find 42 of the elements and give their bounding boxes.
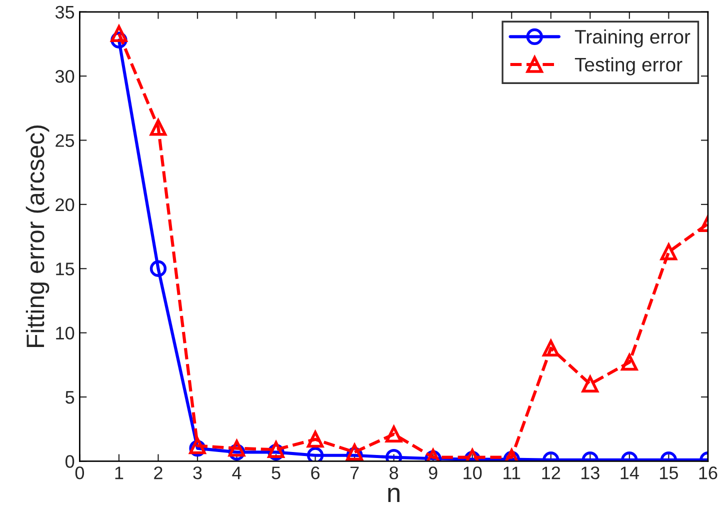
x-tick-label: 12 (542, 466, 560, 480)
x-tick-label: 13 (581, 466, 600, 480)
x-tick-label: 14 (620, 466, 639, 480)
x-tick-label: 3 (193, 466, 202, 480)
x-tick-label: 10 (464, 466, 482, 480)
point (306, 431, 324, 448)
x-tick-label: 15 (660, 466, 678, 480)
x-tick-label: 1 (115, 466, 124, 480)
point (346, 444, 363, 461)
x-axis-title: n (388, 488, 400, 502)
point (660, 244, 678, 260)
point (150, 119, 167, 136)
point (582, 376, 598, 392)
x-tick-label: 4 (232, 466, 242, 480)
y-tick-label: 35 (55, 6, 74, 19)
point (306, 447, 324, 462)
y-tick-label: 20 (56, 198, 74, 212)
x-tick-label: 6 (311, 466, 320, 480)
x-tick-label: 9 (428, 466, 438, 480)
y-axis-title: Fitting error (arcsec) (26, 126, 50, 347)
x-tick-label: 7 (350, 466, 359, 480)
legend-label: Training error (574, 29, 690, 48)
y-tick-label: 10 (56, 326, 74, 340)
point (542, 340, 560, 357)
y-tick-label: 30 (55, 70, 74, 83)
x-tick-label: 11 (504, 466, 520, 480)
point (621, 354, 638, 371)
x-tick-label: 0 (75, 466, 84, 480)
x-tick-label: 5 (272, 466, 280, 480)
y-tick-label: 15 (56, 262, 74, 276)
point (228, 440, 246, 457)
x-tick-label: 2 (154, 466, 162, 480)
point (110, 25, 128, 42)
y-tick-label: 25 (56, 134, 74, 147)
point (150, 260, 167, 277)
x-tick-label: 16 (699, 466, 718, 480)
point (268, 441, 284, 458)
x-tick-label: 8 (390, 466, 398, 480)
y-tick-label: 0 (66, 455, 74, 468)
legend-label: Testing error (574, 57, 682, 76)
y-tick-label: 5 (66, 391, 74, 404)
point (385, 426, 402, 443)
